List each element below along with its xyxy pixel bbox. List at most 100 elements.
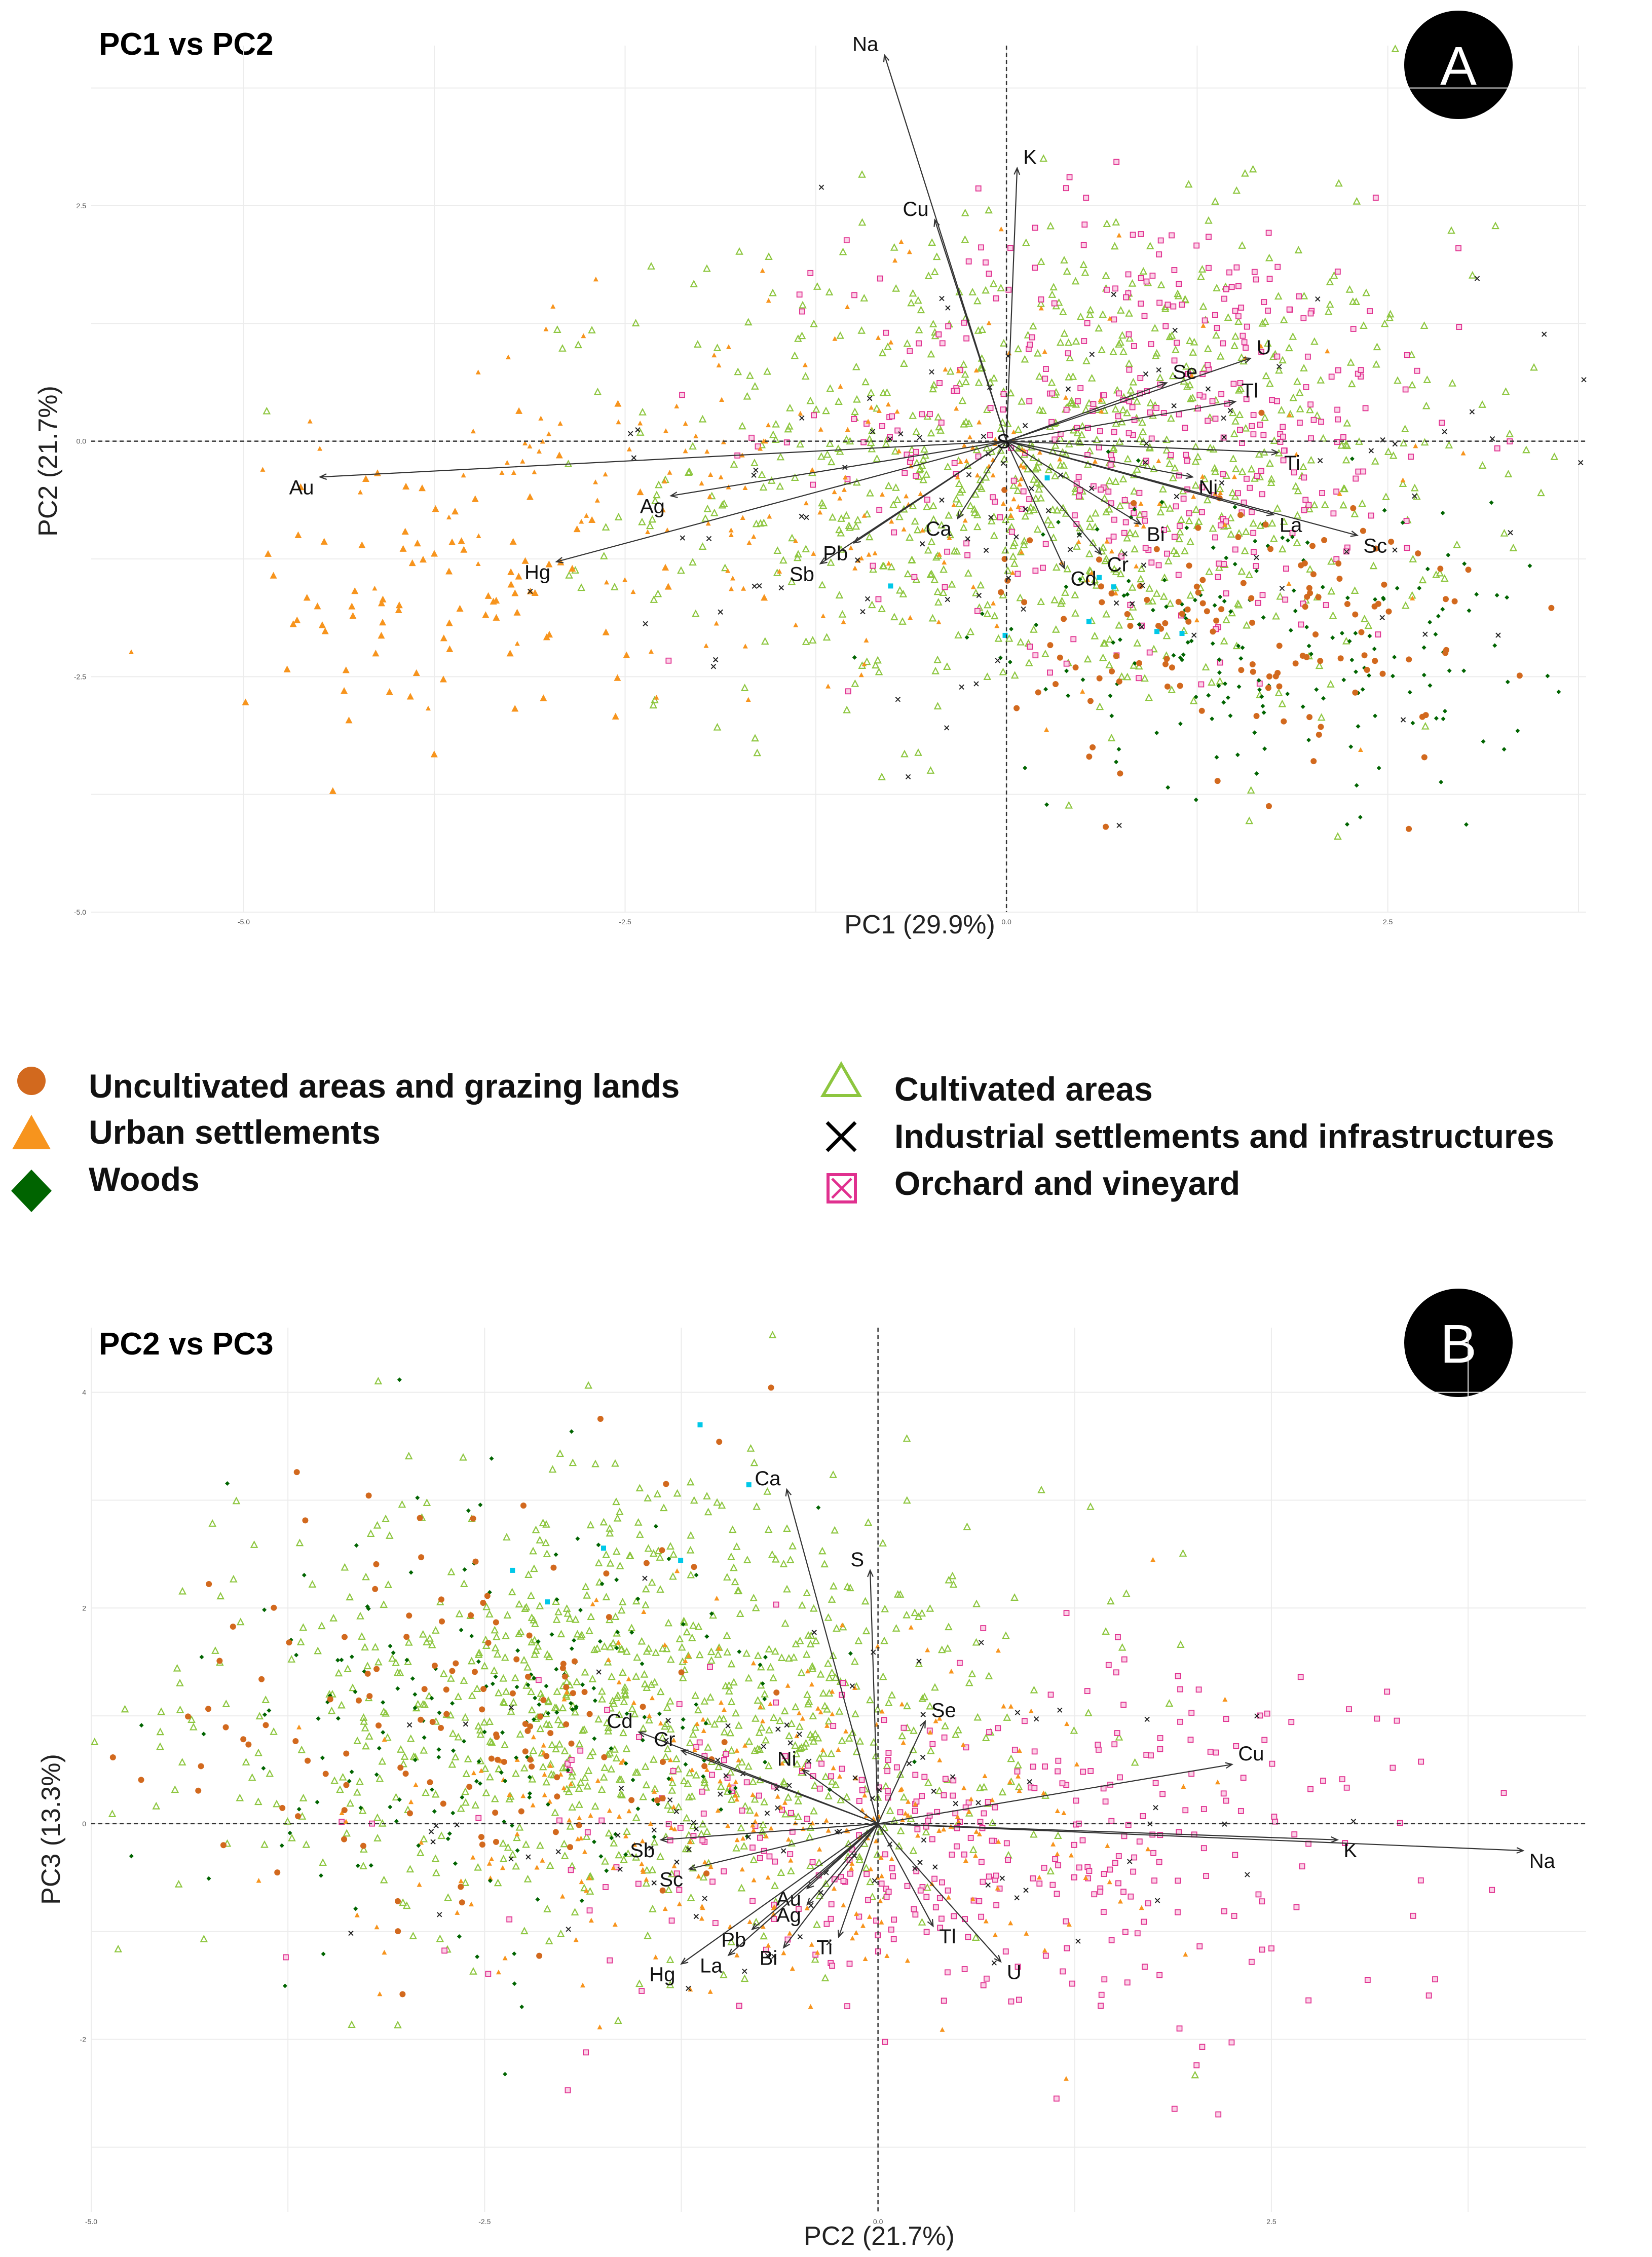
scatter-point [690, 280, 698, 287]
scatter-point [837, 529, 845, 537]
scatter-point [1194, 617, 1199, 623]
scatter-point [1474, 592, 1479, 597]
scatter-point [718, 1778, 723, 1784]
scatter-point [1218, 391, 1225, 397]
scatter-point [1238, 241, 1247, 249]
scatter-point [733, 1793, 738, 1798]
scatter-point [875, 1643, 880, 1648]
scatter-point [509, 538, 517, 545]
scatter-point [909, 1846, 918, 1854]
scatter-point [879, 1538, 887, 1547]
scatter-point [527, 1687, 535, 1696]
scatter-point [581, 1689, 588, 1696]
scatter-point [644, 1493, 652, 1501]
scatter-point [811, 1630, 817, 1635]
scatter-point [1029, 453, 1037, 461]
scatter-point [911, 517, 919, 525]
scatter-point [1047, 1691, 1054, 1698]
scatter-point [373, 1834, 382, 1841]
loading-label-cd: Cd [607, 1710, 632, 1733]
scatter-point [457, 1934, 462, 1939]
scatter-point [975, 185, 982, 192]
scatter-point [1060, 256, 1068, 264]
scatter-point [1448, 379, 1456, 387]
scatter-point [645, 529, 651, 534]
scatter-point [1232, 561, 1237, 567]
scatter-point [484, 592, 492, 599]
scatter-point [461, 1713, 470, 1721]
scatter-point [823, 1818, 829, 1823]
scatter-point [1033, 525, 1042, 533]
scatter-point [776, 482, 784, 490]
scatter-point [571, 1658, 578, 1665]
scatter-point [727, 1789, 732, 1794]
scatter-point [1334, 439, 1340, 445]
scatter-point [1410, 1912, 1416, 1919]
scatter-point [1530, 363, 1538, 371]
scatter-point [1478, 400, 1486, 408]
scatter-point [440, 1800, 446, 1807]
scatter-point [819, 1749, 828, 1757]
scatter-point [1092, 581, 1101, 589]
scatter-point [833, 1624, 841, 1632]
scatter-point [824, 1613, 833, 1621]
scatter-point [573, 1630, 582, 1638]
scatter-point [1155, 623, 1162, 629]
scatter-point [1194, 453, 1202, 461]
scatter-point [1238, 667, 1245, 673]
scatter-point [893, 1764, 900, 1771]
scatter-point [927, 429, 935, 437]
scatter-point [611, 1745, 619, 1753]
scatter-point [797, 1732, 802, 1737]
scatter-point [534, 1864, 540, 1870]
scatter-point [644, 1931, 652, 1939]
scatter-point [577, 1815, 582, 1820]
scatter-point [590, 1601, 595, 1606]
scatter-point [1402, 386, 1409, 393]
scatter-point [539, 1762, 547, 1771]
scatter-point [1073, 1797, 1079, 1804]
scatter-point [487, 1738, 496, 1746]
scatter-point [715, 1808, 721, 1813]
scatter-point [839, 1765, 845, 1772]
scatter-point [513, 1833, 521, 1841]
scatter-point [271, 1604, 277, 1611]
scatter-point [1143, 371, 1149, 377]
scatter-point [1185, 618, 1192, 625]
scatter-point [944, 725, 950, 731]
scatter-point [1465, 567, 1472, 573]
scatter-point [700, 1776, 708, 1784]
scatter-point [474, 1722, 482, 1729]
loading-arrow-sc [689, 1823, 878, 1870]
scatter-point [606, 1524, 614, 1532]
scatter-point [330, 1776, 339, 1784]
scatter-point [1200, 364, 1209, 372]
y-tick-label: 0.0 [77, 437, 87, 445]
scatter-point [649, 1549, 658, 1557]
scatter-point [1151, 1877, 1157, 1884]
scatter-point [1042, 375, 1048, 382]
scatter-point [1075, 1938, 1081, 1944]
scatter-point [187, 1715, 196, 1723]
scatter-point [1004, 419, 1012, 427]
scatter-point [262, 1607, 267, 1612]
scatter-point [941, 1826, 947, 1832]
scatter-point [916, 1658, 922, 1664]
scatter-point [1292, 482, 1300, 490]
scatter-point [1136, 675, 1142, 682]
scatter-point [1230, 429, 1238, 437]
scatter-point [431, 1663, 438, 1669]
scatter-point [921, 1837, 927, 1843]
scatter-point [1421, 754, 1428, 761]
scatter-point [706, 536, 712, 542]
scatter-point [921, 1774, 928, 1780]
scatter-point [548, 1763, 553, 1768]
panel-b-loadings: CaSSeCuKNaCdCrNiSbScAuAgPbTiTlBiLaHgU [607, 1468, 1555, 1985]
scatter-point [1221, 415, 1226, 421]
scatter-point [1394, 376, 1402, 384]
scatter-point [222, 1700, 231, 1708]
scatter-point [816, 1505, 821, 1510]
scatter-point [896, 1590, 905, 1598]
scatter-point [568, 1802, 577, 1811]
scatter-point [1336, 575, 1343, 582]
